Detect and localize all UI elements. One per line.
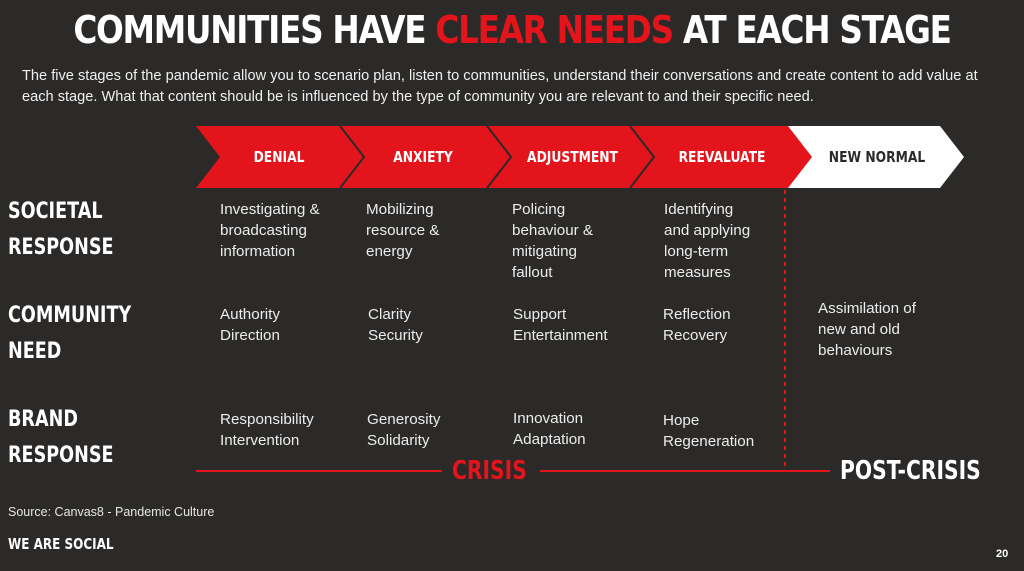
- societal-reevaluate: Identifying and applying long-term measu…: [664, 201, 751, 281]
- stage-label-anxiety: ANXIETY: [393, 148, 453, 166]
- stage-arrow-anxiety: [340, 126, 521, 188]
- intro-text: The five stages of the pandemic allow yo…: [22, 68, 978, 105]
- phase-post-crisis: POST-CRISIS: [840, 456, 981, 486]
- stage-arrow-new-normal: [788, 126, 964, 188]
- title-post: AT EACH STAGE: [672, 8, 952, 52]
- slide-title: COMMUNITIES HAVE CLEAR NEEDS AT EACH STA…: [72, 8, 953, 52]
- stage-arrow-adjustment: [487, 126, 664, 188]
- chevron-divider: [339, 125, 366, 189]
- stage-arrow-reevaluate: [630, 126, 814, 188]
- phase-crisis: CRISIS: [452, 456, 527, 486]
- stage-label-reevaluate: REEVALUATE: [678, 148, 766, 166]
- brand-logo-text: WE ARE SOCIAL: [8, 535, 114, 553]
- stage-arrow-denial: [196, 126, 374, 188]
- community-adjustment: Support Entertainment: [513, 306, 608, 344]
- title-pre: COMMUNITIES HAVE: [73, 8, 436, 52]
- stage-label-adjustment: ADJUSTMENT: [527, 148, 618, 166]
- community-new-normal: Assimilation of new and old behaviours: [818, 300, 916, 359]
- source-note: Source: Canvas8 - Pandemic Culture: [8, 505, 215, 519]
- societal-denial: Investigating & broadcasting information: [220, 201, 320, 260]
- societal-anxiety: Mobilizing resource & energy: [366, 201, 440, 260]
- chevron-divider: [629, 125, 656, 189]
- row-label-societal-response: SOCIETAL RESPONSE: [8, 199, 114, 260]
- row-label-brand-response: BRAND RESPONSE: [8, 407, 114, 468]
- societal-adjustment: Policing behaviour & mitigating fallout: [512, 201, 594, 281]
- page-number: 20: [996, 548, 1009, 560]
- brand-denial: Responsibility Intervention: [220, 411, 314, 449]
- brand-adjustment: Innovation Adaptation: [513, 410, 586, 448]
- title-accent: CLEAR NEEDS: [435, 8, 674, 52]
- chevron-divider: [486, 125, 513, 189]
- stage-label-new-normal: NEW NORMAL: [828, 148, 926, 166]
- community-denial: Authority Direction: [220, 306, 280, 344]
- brand-anxiety: Generosity Solidarity: [367, 411, 441, 449]
- community-reevaluate: Reflection Recovery: [663, 306, 731, 344]
- row-label-community-need: COMMUNITY NEED: [8, 303, 132, 364]
- brand-reevaluate: Hope Regeneration: [663, 412, 755, 450]
- community-anxiety: Clarity Security: [368, 306, 423, 344]
- stage-label-denial: DENIAL: [253, 148, 305, 166]
